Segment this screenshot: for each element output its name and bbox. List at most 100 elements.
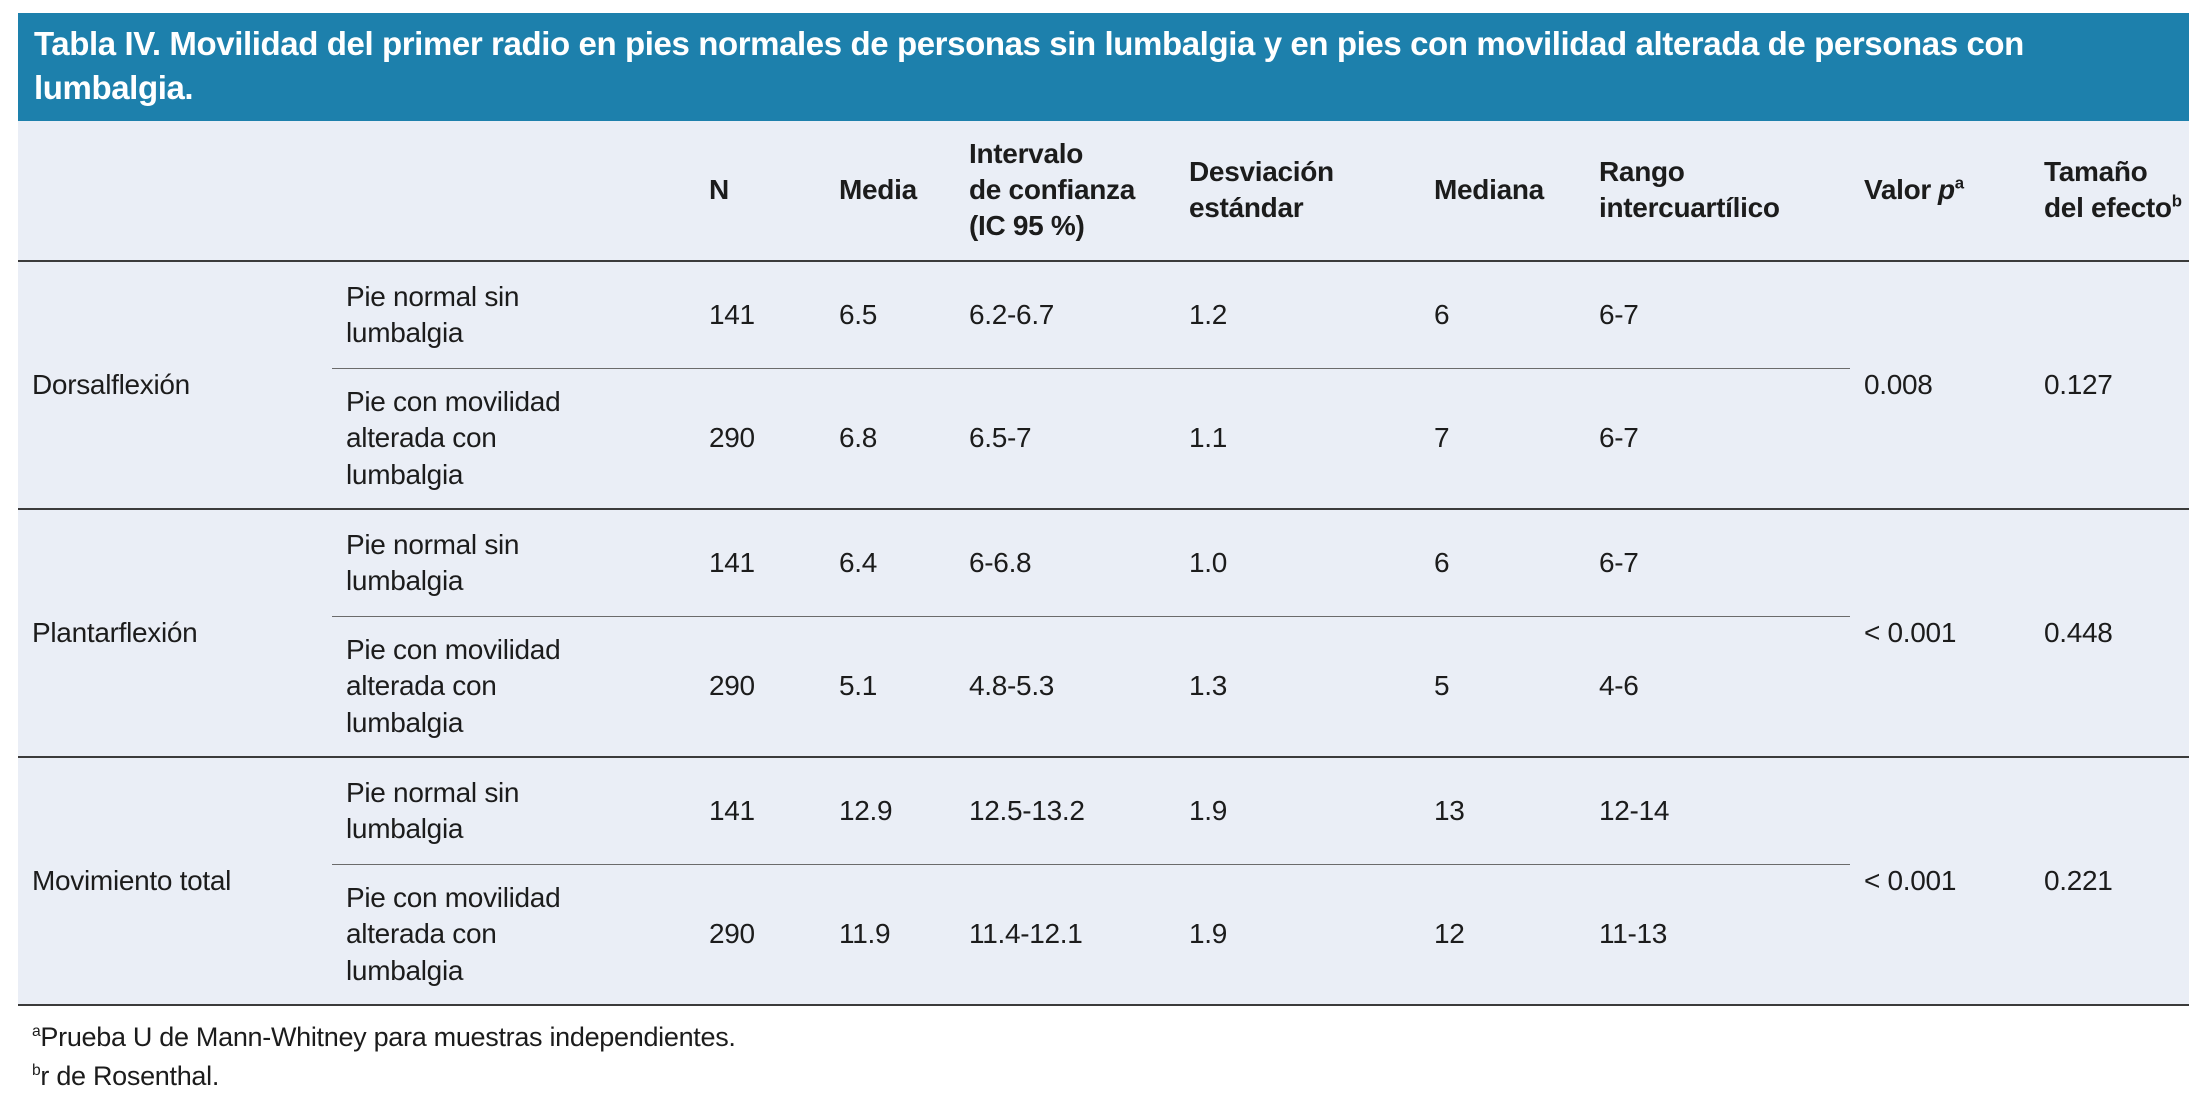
cell-intervalo: 6.2-6.7	[955, 260, 1175, 370]
footnote-marker-b: b	[2171, 191, 2182, 211]
footnote-marker-a: a	[1954, 173, 1964, 193]
table-header: N Media Intervalo de confianza (IC 95 %)…	[18, 120, 2189, 262]
data-table: N Media Intervalo de confianza (IC 95 %)…	[18, 120, 2189, 1006]
header-valor-p: Valor pa	[1850, 120, 2030, 262]
cell-n: 141	[695, 756, 825, 866]
footnote-b: br de Rosenthal.	[32, 1057, 2189, 1096]
footnotes: aPrueba U de Mann-Whitney para muestras …	[32, 1018, 2189, 1096]
table-row: Pie con movilidad alterada con lumbalgia…	[18, 616, 2189, 758]
header-line: de confianza	[969, 174, 1135, 206]
cell-rango: 6-7	[1585, 508, 1850, 618]
cell-desviacion: 1.3	[1175, 616, 1420, 758]
header-mediana: Mediana	[1420, 120, 1585, 262]
table-row: Pie con movilidad alterada con lumbalgia…	[18, 368, 2189, 510]
cell-desviacion: 1.0	[1175, 508, 1420, 618]
cell-n: 290	[695, 616, 825, 758]
subgroup-cell: Pie con movilidad alterada con lumbalgia	[332, 368, 695, 510]
cell-mediana: 13	[1420, 756, 1585, 866]
header-line: intercuartílico	[1599, 192, 1780, 224]
cell-tamano-efecto: 0.127	[2030, 260, 2189, 510]
table-figure: Tabla IV. Movilidad del primer radio en …	[18, 13, 2189, 1096]
cell-desviacion: 1.2	[1175, 260, 1420, 370]
header-empty-subgroup	[332, 120, 695, 262]
cell-valor-p: < 0.001	[1850, 756, 2030, 1006]
cell-n: 290	[695, 864, 825, 1006]
subgroup-cell: Pie con movilidad alterada con lumbalgia	[332, 864, 695, 1006]
footnote-text: r de Rosenthal.	[40, 1060, 220, 1091]
cell-media: 12.9	[825, 756, 955, 866]
table-row: Pie con movilidad alterada con lumbalgia…	[18, 864, 2189, 1006]
cell-intervalo: 6-6.8	[955, 508, 1175, 618]
group-label: Movimiento total	[18, 756, 332, 1006]
cell-media: 5.1	[825, 616, 955, 758]
subgroup-cell: Pie normal sin lumbalgia	[332, 260, 695, 370]
cell-n: 141	[695, 508, 825, 618]
group-movimiento-total: Movimiento total Pie normal sin lumbalgi…	[18, 756, 2189, 1006]
header-n: N	[695, 120, 825, 262]
cell-valor-p: 0.008	[1850, 260, 2030, 510]
cell-rango: 4-6	[1585, 616, 1850, 758]
subgroup-label: Pie con movilidad alterada con lumbalgia	[346, 881, 561, 986]
cell-mediana: 12	[1420, 864, 1585, 1006]
cell-n: 290	[695, 368, 825, 510]
cell-desviacion: 1.9	[1175, 864, 1420, 1006]
cell-intervalo: 11.4-12.1	[955, 864, 1175, 1006]
cell-rango: 11-13	[1585, 864, 1850, 1006]
cell-intervalo: 12.5-13.2	[955, 756, 1175, 866]
cell-media: 6.4	[825, 508, 955, 618]
cell-mediana: 6	[1420, 260, 1585, 370]
group-label: Dorsalflexión	[18, 260, 332, 510]
cell-desviacion: 1.9	[1175, 756, 1420, 866]
cell-rango: 6-7	[1585, 260, 1850, 370]
cell-valor-p: < 0.001	[1850, 508, 2030, 758]
cell-mediana: 7	[1420, 368, 1585, 510]
header-empty-group	[18, 120, 332, 262]
footnote-text: Prueba U de Mann-Whitney para muestras i…	[40, 1021, 736, 1052]
subgroup-label: Pie con movilidad alterada con lumbalgia	[346, 633, 561, 738]
header-media: Media	[825, 120, 955, 262]
cell-tamano-efecto: 0.221	[2030, 756, 2189, 1006]
cell-media: 6.8	[825, 368, 955, 510]
footnote-a: aPrueba U de Mann-Whitney para muestras …	[32, 1018, 2189, 1057]
table-title: Tabla IV. Movilidad del primer radio en …	[34, 25, 2024, 106]
header-line: Intervalo	[969, 137, 1084, 169]
cell-rango: 6-7	[1585, 368, 1850, 510]
cell-mediana: 6	[1420, 508, 1585, 618]
subgroup-cell: Pie normal sin lumbalgia	[332, 508, 695, 618]
footnote-marker-a: a	[32, 1022, 41, 1040]
cell-n: 141	[695, 260, 825, 370]
cell-intervalo: 4.8-5.3	[955, 616, 1175, 758]
header-line: del efectob	[2044, 190, 2182, 226]
table-row: Plantarflexión Pie normal sin lumbalgia …	[18, 508, 2189, 758]
subgroup-label: Pie normal sin lumbalgia	[346, 528, 520, 596]
header-intervalo-confianza: Intervalo de confianza (IC 95 %)	[955, 120, 1175, 262]
subgroup-cell: Pie normal sin lumbalgia	[332, 756, 695, 866]
header-rango-intercuartilico: Rango intercuartílico	[1585, 120, 1850, 262]
subgroup-label: Pie con movilidad alterada con lumbalgia	[346, 385, 561, 490]
header-row: N Media Intervalo de confianza (IC 95 %)…	[18, 120, 2189, 262]
cell-media: 11.9	[825, 864, 955, 1006]
cell-rango: 12-14	[1585, 756, 1850, 866]
subgroup-label: Pie normal sin lumbalgia	[346, 776, 520, 844]
header-line-text: del efecto	[2044, 192, 2172, 224]
header-line: estándar	[1189, 192, 1304, 224]
header-line: Desviación	[1189, 155, 1334, 187]
cell-media: 6.5	[825, 260, 955, 370]
header-line: Tamaño	[2044, 155, 2148, 187]
header-tamano-efecto: Tamaño del efectob	[2030, 120, 2189, 262]
group-plantarflexion: Plantarflexión Pie normal sin lumbalgia …	[18, 508, 2189, 758]
cell-intervalo: 6.5-7	[955, 368, 1175, 510]
header-line: Rango	[1599, 155, 1685, 187]
valor-label: Valor	[1864, 174, 1931, 206]
valor-p-symbol: p	[1937, 174, 1955, 206]
table-row: Dorsalflexión Pie normal sin lumbalgia 1…	[18, 260, 2189, 510]
table-row: Movimiento total Pie normal sin lumbalgi…	[18, 756, 2189, 1006]
subgroup-label: Pie normal sin lumbalgia	[346, 280, 520, 348]
cell-mediana: 5	[1420, 616, 1585, 758]
cell-tamano-efecto: 0.448	[2030, 508, 2189, 758]
table-title-bar: Tabla IV. Movilidad del primer radio en …	[18, 13, 2189, 121]
group-label: Plantarflexión	[18, 508, 332, 758]
group-dorsalflexion: Dorsalflexión Pie normal sin lumbalgia 1…	[18, 260, 2189, 510]
header-desviacion-estandar: Desviación estándar	[1175, 120, 1420, 262]
footnote-marker-b: b	[32, 1061, 41, 1079]
